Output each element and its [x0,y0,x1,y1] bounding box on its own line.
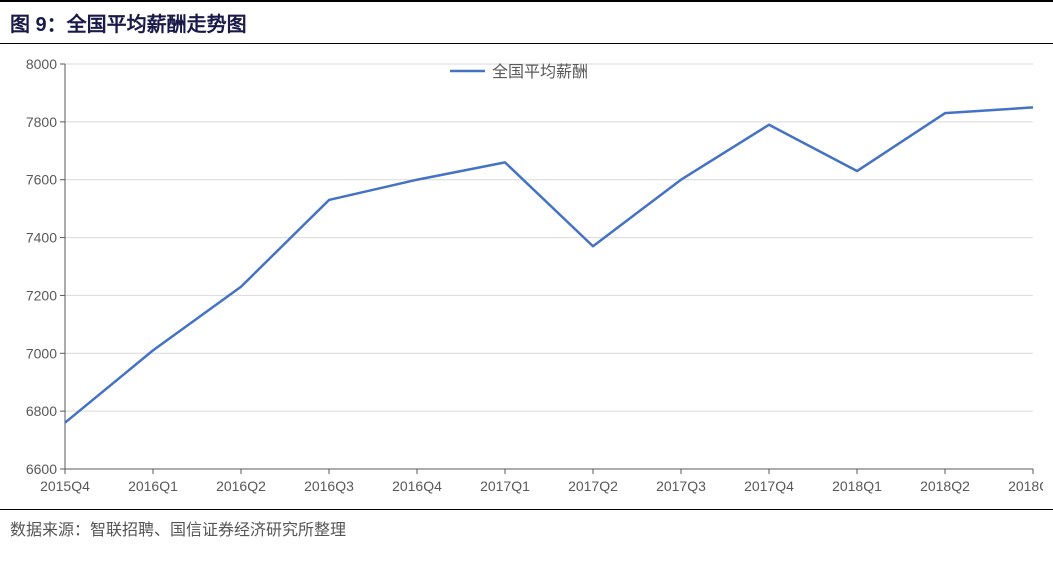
footer-bar: 数据来源：智联招聘、国信证券经济研究所整理 [0,509,1053,546]
svg-text:2015Q4: 2015Q4 [40,478,90,494]
line-chart: 6600 6800 7000 7200 7400 7600 7800 8000 2015Q4 20… [10,49,1043,509]
svg-text:2017Q4: 2017Q4 [744,478,794,494]
svg-text:7800: 7800 [26,114,57,130]
svg-text:2017Q2: 2017Q2 [568,478,618,494]
svg-text:8000: 8000 [26,56,57,72]
svg-text:2018Q2: 2018Q2 [920,478,970,494]
svg-text:7200: 7200 [26,287,57,303]
svg-text:2017Q3: 2017Q3 [656,478,706,494]
figure-container: 图 9：全国平均薪酬走势图 6600 6800 7000 7200 7400 7600 78… [0,0,1053,566]
svg-text:2016Q1: 2016Q1 [128,478,178,494]
svg-text:2018Q1: 2018Q1 [832,478,882,494]
svg-text:6800: 6800 [26,403,57,419]
chart-area: 6600 6800 7000 7200 7400 7600 7800 8000 2015Q4 20… [10,49,1043,509]
svg-text:2016Q2: 2016Q2 [216,478,266,494]
svg-text:2016Q3: 2016Q3 [304,478,354,494]
figure-title: 图 9：全国平均薪酬走势图 [10,14,247,36]
title-bar: 图 9：全国平均薪酬走势图 [0,0,1053,44]
svg-text:2018Q3: 2018Q3 [1008,478,1043,494]
svg-text:2017Q1: 2017Q1 [480,478,530,494]
data-source: 数据来源：智联招聘、国信证券经济研究所整理 [10,522,346,539]
svg-text:7000: 7000 [26,345,57,361]
svg-text:6600: 6600 [26,461,57,477]
svg-text:7400: 7400 [26,230,57,246]
svg-text:2016Q4: 2016Q4 [392,478,442,494]
svg-text:7600: 7600 [26,172,57,188]
svg-text:全国平均薪酬: 全国平均薪酬 [492,63,588,81]
